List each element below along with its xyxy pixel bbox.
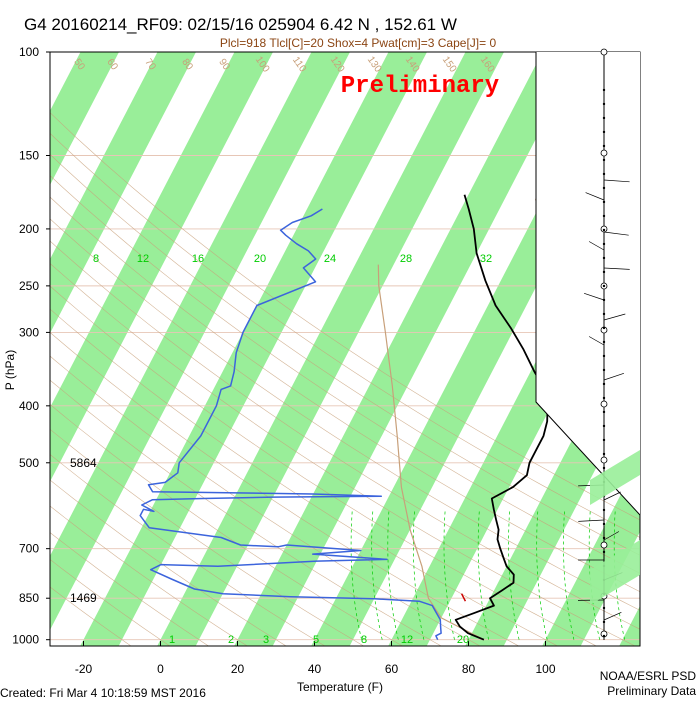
mixing-ratio-bottom-label: 5 (313, 634, 319, 646)
mixing-ratio-bottom-label: 20 (457, 634, 469, 646)
wind-level-dot (603, 439, 605, 441)
wind-level-dot (603, 551, 605, 553)
preliminary-data-label: Preliminary Data (607, 684, 696, 698)
mixing-ratio-label: 32 (480, 253, 492, 265)
wind-level-dot (603, 397, 605, 399)
wind-level-dot (603, 523, 605, 525)
mixing-ratio-label: 16 (192, 253, 204, 265)
y-tick-label: 850 (19, 591, 39, 605)
wind-level-dot (603, 215, 605, 217)
chart-title: G4 20160214_RF09: 02/15/16 025904 6.42 N… (24, 15, 457, 34)
y-tick-label: 100 (19, 45, 39, 59)
y-tick-label: 200 (19, 222, 39, 236)
wind-level-dot (603, 201, 605, 203)
y-tick-label: 500 (19, 456, 39, 470)
wind-level-dot (603, 243, 605, 245)
wind-level-dot (603, 383, 605, 385)
wind-level-dot (603, 341, 605, 343)
x-tick-label: 100 (535, 662, 555, 676)
wind-level-dot (603, 103, 605, 105)
x-tick-label: 0 (157, 662, 164, 676)
wind-level-dot (603, 145, 605, 147)
wind-level-dot (603, 131, 605, 133)
wind-level-dot (603, 285, 605, 287)
preliminary-watermark: Preliminary (341, 73, 499, 100)
wind-level-dot (603, 173, 605, 175)
wind-level-dot (603, 117, 605, 119)
mixing-ratio-label: 8 (93, 253, 99, 265)
calm-wind-marker (601, 401, 607, 407)
y-tick-label: 150 (19, 148, 39, 162)
mixing-ratio-label: 20 (254, 253, 266, 265)
wind-level-dot (603, 229, 605, 231)
wind-level-dot (603, 89, 605, 91)
x-tick-label: -20 (75, 662, 93, 676)
temperature-band (0, 52, 42, 646)
y-tick-label: 700 (19, 542, 39, 556)
wind-level-dot (603, 313, 605, 315)
temperature-band (696, 52, 700, 646)
x-axis-label: Temperature (F) (297, 680, 383, 694)
wind-level-dot (603, 453, 605, 455)
y-axis-label: P (hPa) (3, 350, 17, 390)
wind-level-dot (603, 159, 605, 161)
wind-level-dot (603, 187, 605, 189)
calm-wind-marker (601, 542, 607, 548)
mixing-ratio-bottom-label: 2 (228, 634, 234, 646)
chart-subtitle: Plcl=918 Tlcl[C]=20 Shox=4 Pwat[cm]=3 Ca… (220, 36, 497, 50)
wind-level-dot (603, 271, 605, 273)
y-tick-label: 300 (19, 325, 39, 339)
y-tick-label: 400 (19, 399, 39, 413)
calm-wind-marker (601, 457, 607, 463)
wind-level-dot (603, 509, 605, 511)
mixing-ratio-label: 12 (137, 253, 149, 265)
height-label: 1469 (70, 591, 97, 605)
mixing-ratio-bottom-label: 3 (263, 634, 269, 646)
wind-level-dot (603, 621, 605, 623)
wind-level-dot (603, 327, 605, 329)
x-tick-label: 60 (385, 662, 399, 676)
wind-barb (578, 520, 604, 521)
wind-level-dot (603, 411, 605, 413)
wind-level-dot (603, 257, 605, 259)
wind-level-dot (603, 425, 605, 427)
mixing-ratio-bottom-label: 12 (401, 634, 413, 646)
calm-wind-marker (601, 49, 607, 55)
y-tick-label: 250 (19, 279, 39, 293)
y-tick-label: 1000 (12, 633, 39, 647)
calm-wind-marker (601, 150, 607, 156)
wind-level-dot (603, 537, 605, 539)
wind-level-dot (603, 635, 605, 637)
mixing-ratio-label: 24 (324, 253, 336, 265)
wind-level-dot (603, 607, 605, 609)
wind-level-dot (603, 355, 605, 357)
plot-corner-mask (536, 52, 640, 515)
wind-level-dot (603, 369, 605, 371)
mixing-ratio-label: 28 (400, 253, 412, 265)
org-label: NOAA/ESRL PSD (600, 669, 697, 683)
wind-level-dot (603, 467, 605, 469)
mixing-ratio-bottom-label: 8 (361, 634, 367, 646)
x-tick-label: 40 (308, 662, 322, 676)
x-tick-label: 20 (231, 662, 245, 676)
created-timestamp: Created: Fri Mar 4 10:18:59 MST 2016 (0, 686, 206, 700)
x-tick-label: 80 (462, 662, 476, 676)
height-label: 5864 (70, 456, 97, 470)
mixing-ratio-bottom-label: 1 (169, 634, 175, 646)
